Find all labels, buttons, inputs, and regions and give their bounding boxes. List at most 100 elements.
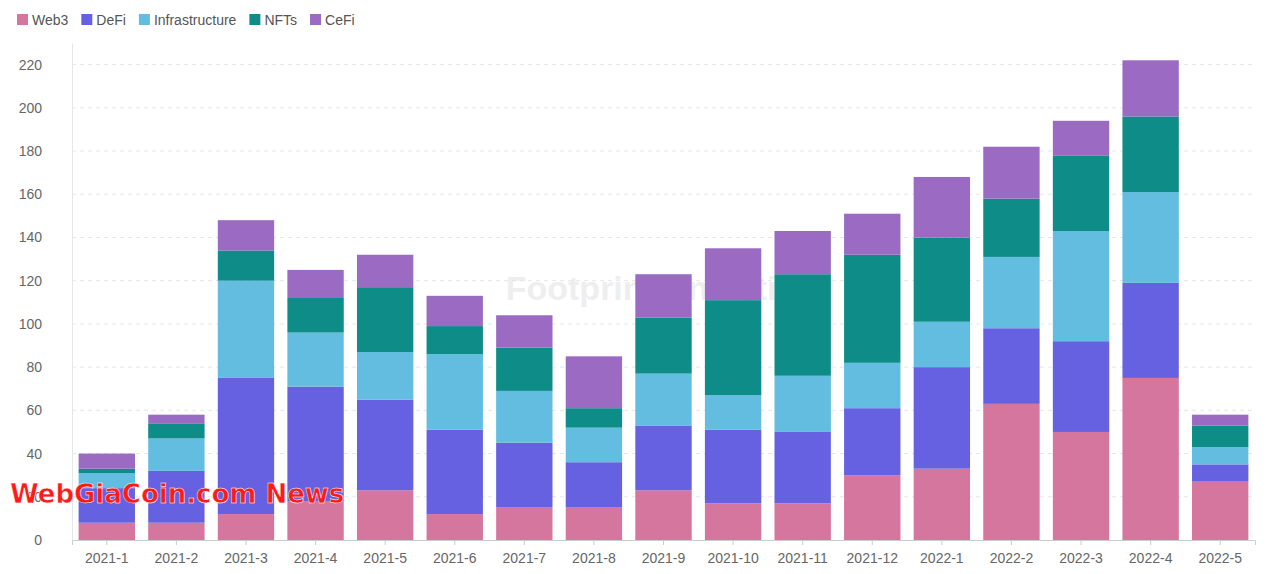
- bar: [983, 147, 1039, 199]
- legend-label: Web3: [32, 12, 69, 28]
- y-tick-label: 100: [19, 316, 43, 332]
- legend-swatch: [249, 14, 260, 25]
- bar: [148, 423, 204, 438]
- bar: [357, 352, 413, 400]
- bar: [983, 257, 1039, 328]
- bar: [79, 454, 135, 469]
- bar: [427, 514, 483, 540]
- bar: [1192, 447, 1248, 464]
- bar: [774, 231, 830, 274]
- legend-swatch: [17, 14, 28, 25]
- x-tick-mark: [315, 540, 316, 545]
- bar: [983, 404, 1039, 540]
- y-tick: 100: [19, 316, 72, 332]
- x-tick-mark: [872, 540, 873, 545]
- y-tick-label: 120: [19, 273, 43, 289]
- bar: [635, 425, 691, 490]
- bar: [1192, 425, 1248, 447]
- y-tick-label: 220: [19, 57, 43, 73]
- x-tick: 2021-8: [572, 540, 616, 566]
- y-tick-label: 80: [26, 359, 42, 375]
- bar: [705, 395, 761, 430]
- y-axis: 020406080100120140160180200220: [19, 44, 73, 548]
- bar: [844, 214, 900, 255]
- x-tick-label: 2022-1: [920, 550, 964, 566]
- bar: [287, 333, 343, 387]
- bar: [635, 317, 691, 373]
- y-tick-label: 140: [19, 229, 43, 245]
- bar: [357, 287, 413, 352]
- x-tick: 2021-6: [433, 540, 477, 566]
- bar: [218, 514, 274, 540]
- bar: [844, 408, 900, 475]
- x-tick-mark: [176, 540, 177, 545]
- series: [79, 60, 1249, 468]
- x-tick: 2021-1: [85, 540, 129, 566]
- x-tick-mark: [1011, 540, 1012, 545]
- x-tick-label: 2021-4: [294, 550, 338, 566]
- x-tick: 2021-7: [503, 540, 547, 566]
- bar: [635, 274, 691, 317]
- bar: [1122, 192, 1178, 283]
- x-tick-mark: [733, 540, 734, 545]
- x-tick-mark: [524, 540, 525, 545]
- y-tick-label: 180: [19, 143, 43, 159]
- bars: [79, 60, 1249, 540]
- bar: [357, 490, 413, 540]
- bar: [566, 356, 622, 408]
- x-tick-mark: [106, 540, 107, 545]
- y-tick: 0: [34, 532, 72, 548]
- bar: [705, 503, 761, 540]
- x-tick-label: 2022-2: [990, 550, 1034, 566]
- bar: [357, 255, 413, 287]
- bar: [1122, 378, 1178, 540]
- legend-label: CeFi: [325, 12, 355, 28]
- series: [79, 192, 1249, 488]
- bar: [218, 250, 274, 280]
- bar: [427, 326, 483, 354]
- bar: [1192, 464, 1248, 481]
- bar: [287, 298, 343, 333]
- x-tick-mark: [802, 540, 803, 545]
- x-tick-label: 2021-1: [85, 550, 129, 566]
- x-tick-label: 2021-12: [847, 550, 899, 566]
- x-tick-label: 2021-7: [503, 550, 547, 566]
- bar: [566, 408, 622, 427]
- bar: [983, 199, 1039, 257]
- bar: [914, 367, 970, 469]
- x-tick: 2022-3: [1059, 540, 1103, 566]
- bar: [914, 322, 970, 367]
- bar: [1053, 341, 1109, 432]
- watermark: WebGiaCoin.com News: [10, 479, 344, 509]
- x-axis: 2021-12021-22021-32021-42021-52021-62021…: [73, 540, 1256, 566]
- grid-line: [72, 107, 1255, 108]
- x-tick: 2021-9: [642, 540, 686, 566]
- bar: [914, 237, 970, 321]
- bar: [79, 523, 135, 540]
- y-tick-label: 160: [19, 186, 43, 202]
- y-tick: 80: [26, 359, 72, 375]
- legend-swatch: [139, 14, 150, 25]
- bar: [705, 430, 761, 503]
- bar: [844, 255, 900, 363]
- bar: [914, 177, 970, 238]
- bar: [774, 274, 830, 376]
- bar: [496, 508, 552, 540]
- x-tick-label: 2021-5: [363, 550, 407, 566]
- bar: [774, 432, 830, 503]
- x-tick-mark: [1220, 540, 1221, 545]
- bar: [914, 469, 970, 540]
- x-tick-mark: [941, 540, 942, 545]
- y-tick: 40: [26, 446, 72, 462]
- x-tick-mark: [593, 540, 594, 545]
- bar: [148, 438, 204, 470]
- series: [79, 116, 1249, 473]
- x-tick-label: 2021-6: [433, 550, 477, 566]
- y-tick: 140: [19, 229, 72, 245]
- x-tick: 2022-2: [990, 540, 1034, 566]
- bar: [566, 508, 622, 540]
- x-axis-line: [73, 541, 1256, 546]
- bar: [496, 315, 552, 347]
- legend-label: Infrastructure: [154, 12, 237, 28]
- bar: [496, 443, 552, 508]
